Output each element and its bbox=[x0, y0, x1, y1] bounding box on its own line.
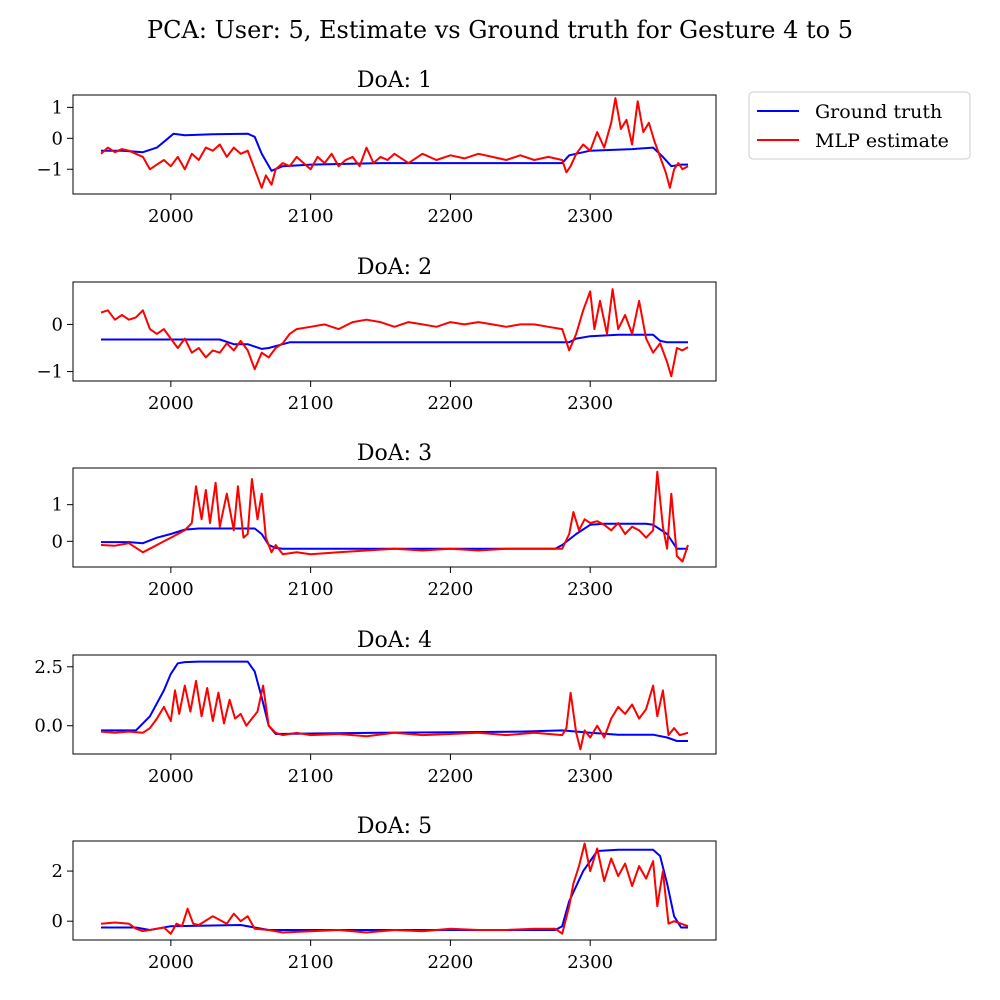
y-tick-label-1-doa-3: 0 bbox=[52, 531, 63, 552]
y-tick-label-0-doa-5: 2 bbox=[52, 861, 63, 882]
x-tick-label-2300-doa-3: 2300 bbox=[567, 579, 613, 600]
series-line-mlp-estimate-doa-3 bbox=[100, 470, 689, 563]
x-tick-label-2000-doa-2: 2000 bbox=[148, 393, 194, 414]
series-line-mlp-estimate-doa-4 bbox=[100, 679, 689, 751]
subplot-doa-4: DoA: 4 2000 2100 2200 2300 2.5 0.0 bbox=[34, 628, 717, 787]
axes-frame-doa-5 bbox=[72, 840, 717, 941]
x-tick-label-2100-doa-1: 2100 bbox=[288, 206, 334, 227]
y-tick-label-1-doa-5: 0 bbox=[52, 911, 63, 932]
x-tick-label-2100-doa-2: 2100 bbox=[288, 393, 334, 414]
series-line-mlp-estimate-doa-2 bbox=[100, 288, 689, 378]
series-line-mlp-estimate-doa-1 bbox=[100, 97, 689, 189]
y-tick-label-0-doa-2: 0 bbox=[52, 314, 63, 335]
x-tick-label-2100-doa-5: 2100 bbox=[288, 952, 334, 973]
y-tick-label-0-doa-1: 1 bbox=[52, 97, 63, 118]
subplot-title-doa-4: DoA: 4 bbox=[357, 628, 432, 653]
legend-label-ground-truth: Ground truth bbox=[815, 101, 942, 123]
y-tick-label-0-doa-3: 1 bbox=[52, 495, 63, 516]
x-tick-label-2300-doa-1: 2300 bbox=[567, 206, 613, 227]
axes-frame-doa-4 bbox=[72, 654, 717, 755]
x-tick-label-2000-doa-4: 2000 bbox=[148, 766, 194, 787]
y-tick-label-2-doa-1: −1 bbox=[36, 159, 63, 180]
subplot-title-doa-2: DoA: 2 bbox=[357, 255, 432, 280]
legend-frame bbox=[748, 91, 971, 160]
x-tick-label-2000-doa-3: 2000 bbox=[148, 579, 194, 600]
y-tick-label-0-doa-4: 2.5 bbox=[34, 657, 63, 678]
x-tick-label-2100-doa-3: 2100 bbox=[288, 579, 334, 600]
legend-label-mlp-estimate: MLP estimate bbox=[815, 130, 949, 152]
legend: Ground truth MLP estimate bbox=[748, 91, 971, 160]
axes-frame-doa-3 bbox=[72, 467, 717, 568]
subplot-title-doa-3: DoA: 3 bbox=[357, 441, 432, 466]
x-tick-label-2000-doa-1: 2000 bbox=[148, 206, 194, 227]
series-line-mlp-estimate-doa-5 bbox=[100, 842, 689, 935]
y-tick-label-1-doa-1: 0 bbox=[52, 128, 63, 149]
x-tick-label-2200-doa-5: 2200 bbox=[428, 952, 474, 973]
x-tick-label-2200-doa-2: 2200 bbox=[428, 393, 474, 414]
subplot-doa-2: DoA: 2 2000 2100 2200 2300 0 −1 bbox=[36, 255, 717, 414]
y-tick-label-1-doa-4: 0.0 bbox=[34, 716, 63, 737]
x-tick-label-2200-doa-3: 2200 bbox=[428, 579, 474, 600]
x-tick-label-2000-doa-5: 2000 bbox=[148, 952, 194, 973]
subplot-title-doa-5: DoA: 5 bbox=[357, 814, 432, 839]
x-tick-label-2300-doa-2: 2300 bbox=[567, 393, 613, 414]
subplot-doa-5: DoA: 5 2000 2100 2200 2300 2 0 bbox=[52, 814, 717, 973]
x-tick-label-2200-doa-4: 2200 bbox=[428, 766, 474, 787]
series-line-ground-truth-doa-1 bbox=[101, 132, 688, 172]
series-line-ground-truth-doa-3 bbox=[101, 522, 688, 550]
axes-frame-doa-2 bbox=[72, 281, 717, 382]
axes-frame-doa-1 bbox=[72, 94, 717, 195]
x-tick-label-2300-doa-4: 2300 bbox=[567, 766, 613, 787]
x-tick-label-2100-doa-4: 2100 bbox=[288, 766, 334, 787]
subplot-doa-3: DoA: 3 2000 2100 2200 2300 1 0 bbox=[52, 441, 717, 600]
x-tick-label-2200-doa-1: 2200 bbox=[428, 206, 474, 227]
y-tick-label-1-doa-2: −1 bbox=[36, 362, 63, 383]
x-tick-label-2300-doa-5: 2300 bbox=[567, 952, 613, 973]
subplot-doa-1: DoA: 1 2000 2100 2200 2300 1 0 −1 bbox=[36, 68, 717, 227]
series-line-ground-truth-doa-5 bbox=[101, 848, 688, 931]
subplot-title-doa-1: DoA: 1 bbox=[357, 68, 432, 93]
figure-suptitle: PCA: User: 5, Estimate vs Ground truth f… bbox=[147, 16, 853, 44]
